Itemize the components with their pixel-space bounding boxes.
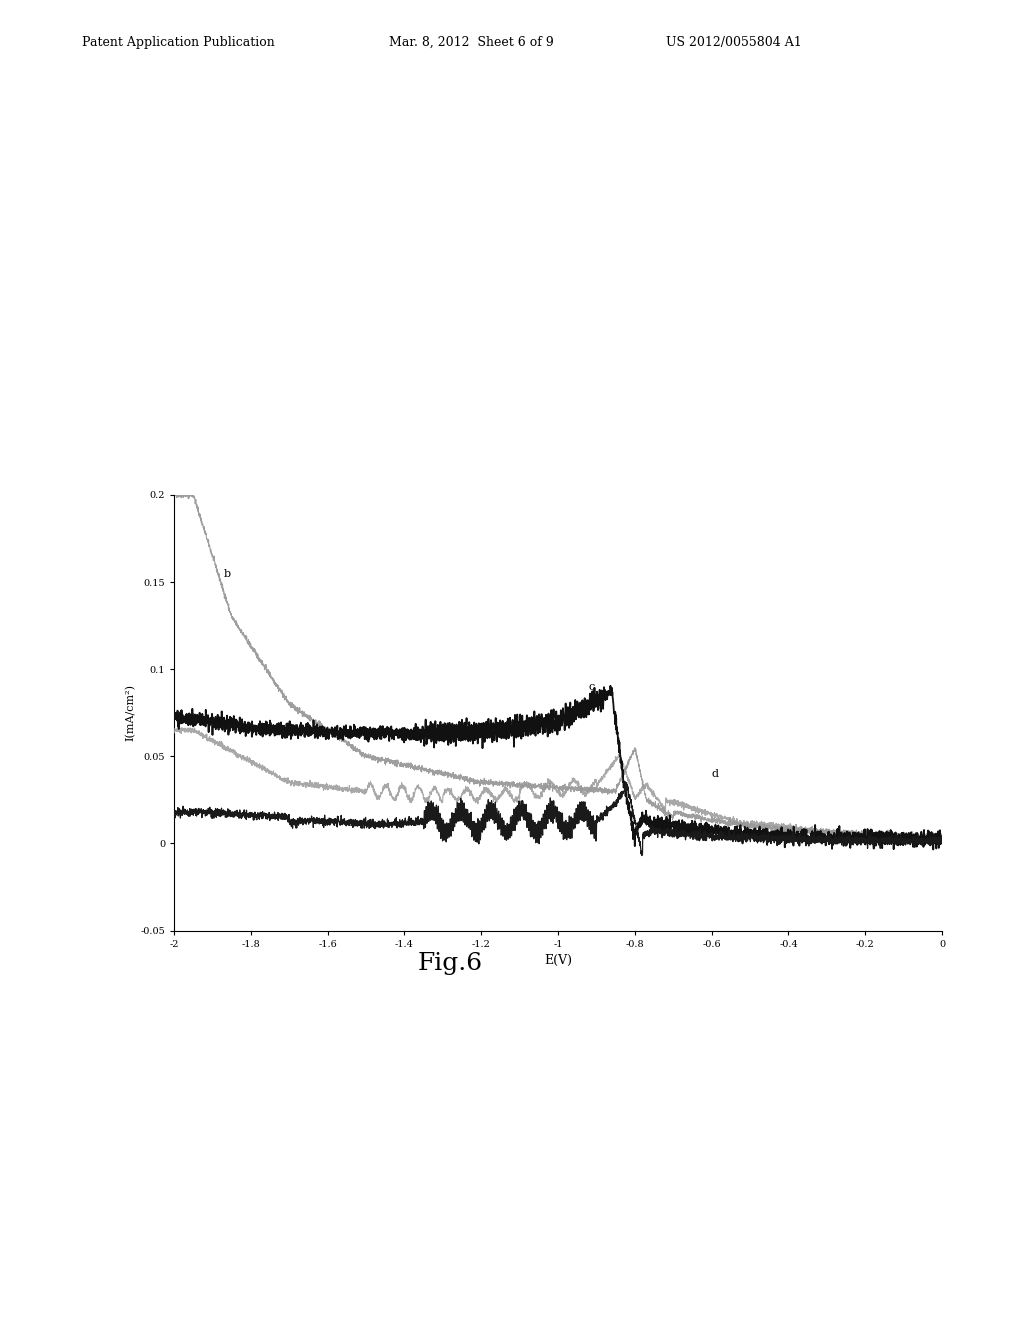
Text: b: b [224, 569, 231, 579]
Text: c: c [589, 682, 595, 692]
Text: d: d [712, 770, 719, 779]
Text: Patent Application Publication: Patent Application Publication [82, 36, 274, 49]
Y-axis label: I(mA/cm²): I(mA/cm²) [126, 684, 136, 742]
Text: a: a [347, 818, 353, 828]
X-axis label: E(V): E(V) [544, 954, 572, 968]
Text: Mar. 8, 2012  Sheet 6 of 9: Mar. 8, 2012 Sheet 6 of 9 [389, 36, 554, 49]
Text: Fig.6: Fig.6 [418, 952, 483, 975]
Text: US 2012/0055804 A1: US 2012/0055804 A1 [666, 36, 802, 49]
